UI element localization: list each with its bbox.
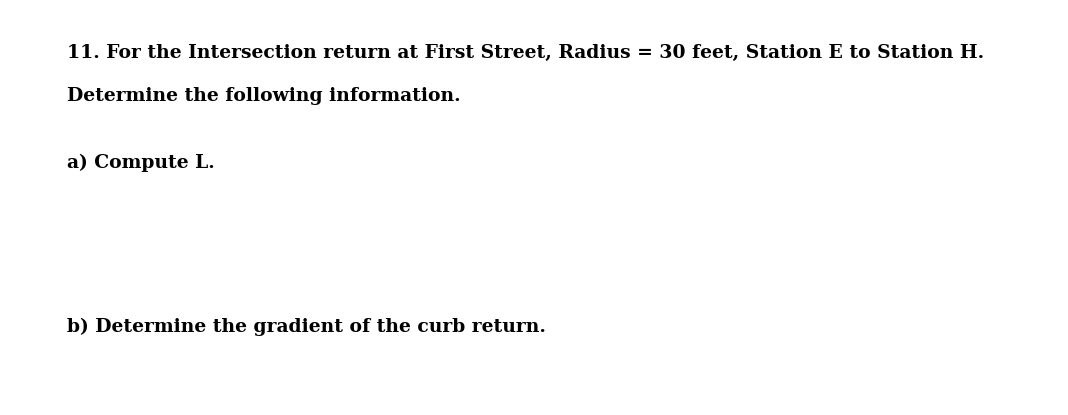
Text: 11. For the Intersection return at First Street, Radius = 30 feet, Station E to : 11. For the Intersection return at First… [67,44,985,61]
Text: a) Compute L.: a) Compute L. [67,154,215,172]
Text: b) Determine the gradient of the curb return.: b) Determine the gradient of the curb re… [67,317,546,336]
Text: Determine the following information.: Determine the following information. [67,87,461,105]
